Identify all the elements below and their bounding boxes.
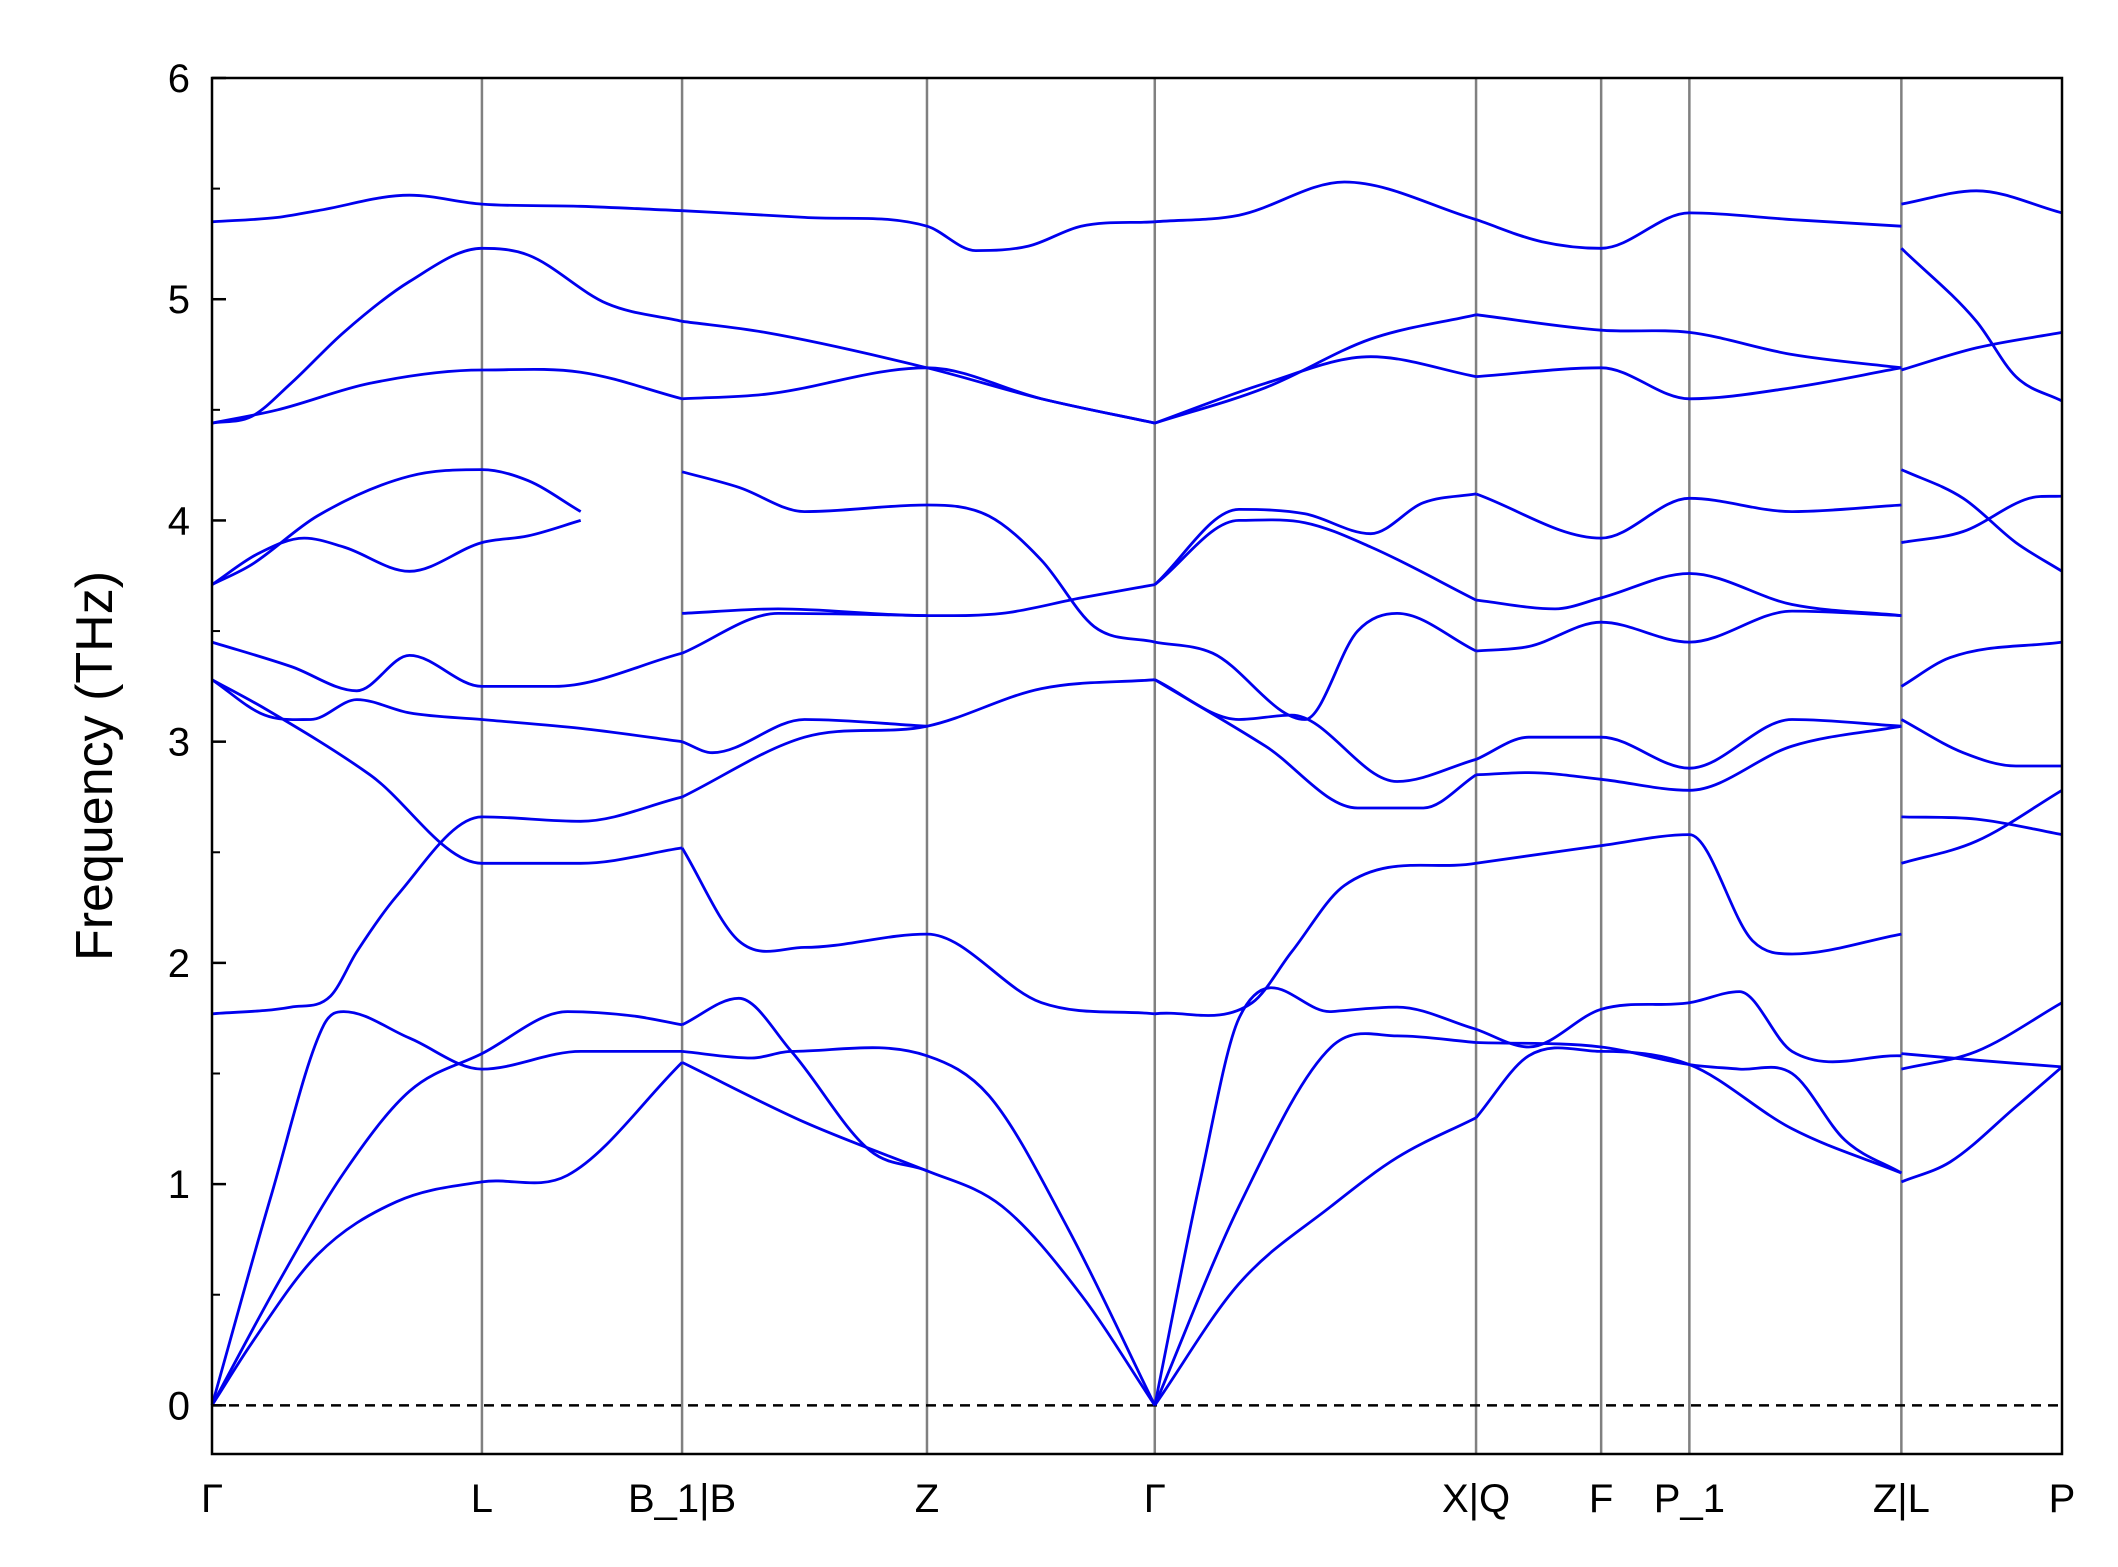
band-line-31	[1154, 678, 1477, 810]
band-line-23	[681, 1061, 928, 1173]
band-line-7	[211, 678, 683, 865]
band-line-19	[681, 678, 1155, 799]
band-line-18	[681, 718, 928, 755]
band-line-10	[210, 1010, 683, 1406]
band-line-49	[1900, 247, 2063, 403]
band-line-34	[1153, 1032, 1477, 1406]
x-tick-label-1: L	[471, 1477, 493, 1521]
y-tick-label: 3	[168, 721, 190, 765]
band-line-57	[1901, 1001, 2063, 1071]
band-line-26	[1154, 355, 1477, 425]
band-line-29	[1154, 612, 1477, 721]
band-line-46	[1476, 1041, 1903, 1175]
band-line-0	[211, 193, 683, 224]
plot-frame	[210, 76, 2064, 1456]
band-line-24	[1154, 180, 1477, 224]
band-line-40	[1475, 572, 1902, 617]
y-tick-label: 6	[168, 57, 190, 101]
y-tick-label: 1	[168, 1163, 190, 1207]
band-line-39	[1475, 492, 1902, 540]
band-line-1	[211, 246, 683, 425]
x-tick-label-3: Z	[915, 1477, 939, 1521]
band-line-36	[1475, 211, 1902, 250]
band-line-8	[211, 795, 683, 1016]
band-line-47	[1475, 1046, 1902, 1175]
y-axis-ticks: 0 1 2 3 4 5 6	[168, 57, 226, 1428]
band-line-52	[1901, 494, 2063, 544]
band-line-28	[1153, 518, 1477, 602]
y-axis-label: Frequency (THz)	[66, 571, 124, 961]
band-line-32	[1154, 861, 1477, 1017]
y-tick-label: 0	[168, 1384, 190, 1428]
band-series	[210, 180, 2063, 1407]
band-line-21	[681, 1046, 1157, 1406]
band-line-15	[681, 470, 1156, 644]
x-tick-label-6: F	[1589, 1477, 1613, 1521]
band-line-6	[211, 678, 683, 744]
x-tick-label-7: P_1	[1654, 1477, 1725, 1521]
band-line-5	[211, 640, 683, 693]
band-line-14	[682, 366, 1156, 425]
kpoint-lines	[480, 78, 1903, 1454]
band-line-25	[1154, 313, 1477, 425]
x-axis-ticks: Γ L B_1|B Z Γ X|Q F P_1 Z|L P	[201, 1477, 2075, 1521]
band-line-38	[1476, 366, 1902, 401]
x-tick-label-0: Γ	[201, 1477, 223, 1521]
x-tick-label-2: B_1|B	[628, 1477, 736, 1521]
band-line-50	[1901, 331, 2063, 372]
band-line-22	[681, 996, 1156, 1407]
band-line-37	[1475, 313, 1902, 370]
band-line-33	[1153, 986, 1477, 1406]
y-tick-label: 4	[168, 499, 190, 543]
band-line-3	[211, 468, 582, 586]
y-tick-label: 2	[168, 942, 190, 986]
band-line-41	[1475, 609, 1902, 653]
band-line-20	[680, 847, 1155, 1016]
band-line-53	[1900, 640, 2063, 688]
band-line-27	[1153, 492, 1477, 586]
band-line-54	[1900, 718, 2062, 768]
x-tick-label-9: P	[2049, 1477, 2076, 1521]
band-line-16	[682, 583, 1156, 618]
band-line-2	[211, 367, 683, 425]
band-line-42	[1475, 718, 1902, 770]
band-line-43	[1476, 724, 1902, 792]
band-line-58	[1901, 1052, 2063, 1069]
band-line-9	[210, 1010, 683, 1406]
band-line-44	[1475, 833, 1902, 956]
band-line-48	[1901, 189, 2063, 215]
x-tick-label-5: X|Q	[1442, 1477, 1510, 1521]
band-line-56	[1901, 789, 2063, 865]
x-tick-label-4: Γ	[1144, 1477, 1166, 1521]
band-line-17	[681, 612, 928, 655]
band-line-4	[211, 519, 582, 586]
band-line-45	[1475, 990, 1902, 1064]
x-tick-label-8: Z|L	[1873, 1477, 1930, 1521]
band-line-51	[1900, 468, 2063, 573]
band-line-55	[1901, 815, 2063, 836]
y-tick-label: 5	[168, 278, 190, 322]
band-line-35	[1153, 1116, 1477, 1407]
band-line-12	[682, 209, 1155, 252]
band-line-11	[210, 1061, 684, 1407]
band-line-59	[1900, 1065, 2063, 1184]
